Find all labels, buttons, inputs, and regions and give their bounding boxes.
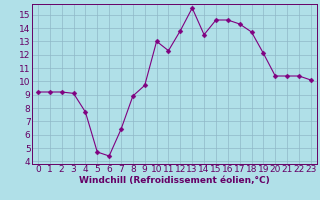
X-axis label: Windchill (Refroidissement éolien,°C): Windchill (Refroidissement éolien,°C) [79,176,270,185]
